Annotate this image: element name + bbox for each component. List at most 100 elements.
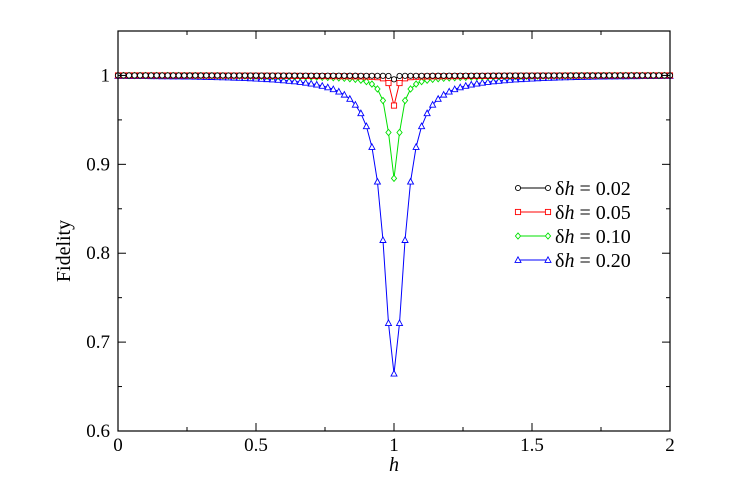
legend-label: δh = 0.05 xyxy=(555,202,631,224)
data-point xyxy=(544,255,552,263)
data-point xyxy=(445,87,453,95)
data-point xyxy=(544,208,552,216)
data-point xyxy=(164,72,171,79)
data-point xyxy=(275,72,282,79)
data-point xyxy=(373,177,382,185)
data-point xyxy=(208,72,215,79)
data-point xyxy=(446,72,453,79)
data-point xyxy=(181,72,188,79)
legend-entry: δh = 0.05 xyxy=(514,202,631,224)
data-point xyxy=(252,72,260,79)
data-point xyxy=(214,72,221,79)
data-point xyxy=(363,77,370,86)
series-1 xyxy=(114,72,674,83)
data-point xyxy=(219,72,226,79)
legend-value: = 0.10 xyxy=(574,226,630,248)
series-line xyxy=(117,75,671,179)
legend-delta: δ xyxy=(555,178,564,200)
data-point xyxy=(468,72,475,79)
data-point xyxy=(435,72,442,79)
data-point xyxy=(628,72,635,79)
data-point xyxy=(319,72,326,79)
data-point xyxy=(379,235,387,243)
data-point xyxy=(197,72,204,79)
data-point xyxy=(440,72,447,79)
data-point xyxy=(341,72,348,79)
data-point xyxy=(401,235,409,243)
data-point xyxy=(418,72,425,79)
legend-label: δh = 0.02 xyxy=(555,178,631,200)
data-point xyxy=(368,72,375,79)
data-point xyxy=(578,72,585,79)
tick-labels: 0 0.5 1 1.5 2 0.6 0.7 0.8 0.9 1 xyxy=(86,65,675,456)
data-point xyxy=(351,100,360,108)
data-point xyxy=(534,72,541,79)
data-point xyxy=(462,81,470,89)
data-point xyxy=(308,72,315,79)
data-point xyxy=(131,72,138,79)
data-point xyxy=(617,72,624,79)
data-point xyxy=(280,72,287,79)
data-point xyxy=(451,72,458,79)
data-point xyxy=(644,72,651,79)
x-tick-label: 2 xyxy=(665,435,675,456)
data-point xyxy=(514,255,522,263)
legend-entry: δh = 0.10 xyxy=(514,226,631,248)
data-point xyxy=(457,72,464,79)
legend-delta: δ xyxy=(555,202,564,224)
data-point xyxy=(290,77,299,85)
data-point xyxy=(544,232,552,240)
data-point xyxy=(424,72,431,79)
series-3 xyxy=(114,71,674,183)
legend-var: h xyxy=(564,226,574,248)
data-point xyxy=(384,318,393,326)
data-point xyxy=(418,77,425,86)
data-point xyxy=(374,85,381,93)
y-axis-label: Fidelity xyxy=(53,220,75,282)
data-point xyxy=(297,72,304,79)
data-point xyxy=(514,184,522,192)
x-tick-label: 0 xyxy=(113,435,123,456)
data-point xyxy=(456,83,464,91)
data-point xyxy=(340,90,349,98)
data-point xyxy=(324,72,331,79)
data-point xyxy=(390,369,398,377)
data-point xyxy=(407,85,414,93)
data-point xyxy=(401,96,409,105)
data-point xyxy=(385,128,392,137)
data-point xyxy=(269,72,276,79)
data-point xyxy=(301,78,310,86)
legend-label: δh = 0.20 xyxy=(555,250,631,272)
axis-ticks xyxy=(117,31,671,432)
data-point xyxy=(385,79,392,87)
data-point xyxy=(406,177,415,185)
data-point xyxy=(573,72,580,79)
data-point xyxy=(484,72,491,79)
y-tick-label: 0.7 xyxy=(86,332,110,353)
data-point xyxy=(413,72,420,79)
data-point xyxy=(428,100,437,108)
y-tick-label: 0.6 xyxy=(86,421,110,442)
data-point xyxy=(434,94,442,102)
data-point xyxy=(495,72,502,79)
data-point xyxy=(396,72,403,79)
data-point xyxy=(490,72,497,79)
data-point xyxy=(556,72,563,79)
data-point xyxy=(567,72,574,79)
legend-value: = 0.02 xyxy=(574,178,630,200)
data-point xyxy=(125,72,133,79)
data-point xyxy=(346,72,353,79)
data-point xyxy=(396,128,403,137)
data-point xyxy=(313,72,320,79)
data-point xyxy=(501,72,508,79)
data-point xyxy=(203,72,210,79)
data-point xyxy=(379,72,387,79)
data-point xyxy=(423,109,431,117)
data-point xyxy=(175,72,182,79)
data-point xyxy=(148,72,155,79)
data-point xyxy=(473,79,481,87)
data-point xyxy=(225,72,232,79)
data-point xyxy=(401,72,409,79)
